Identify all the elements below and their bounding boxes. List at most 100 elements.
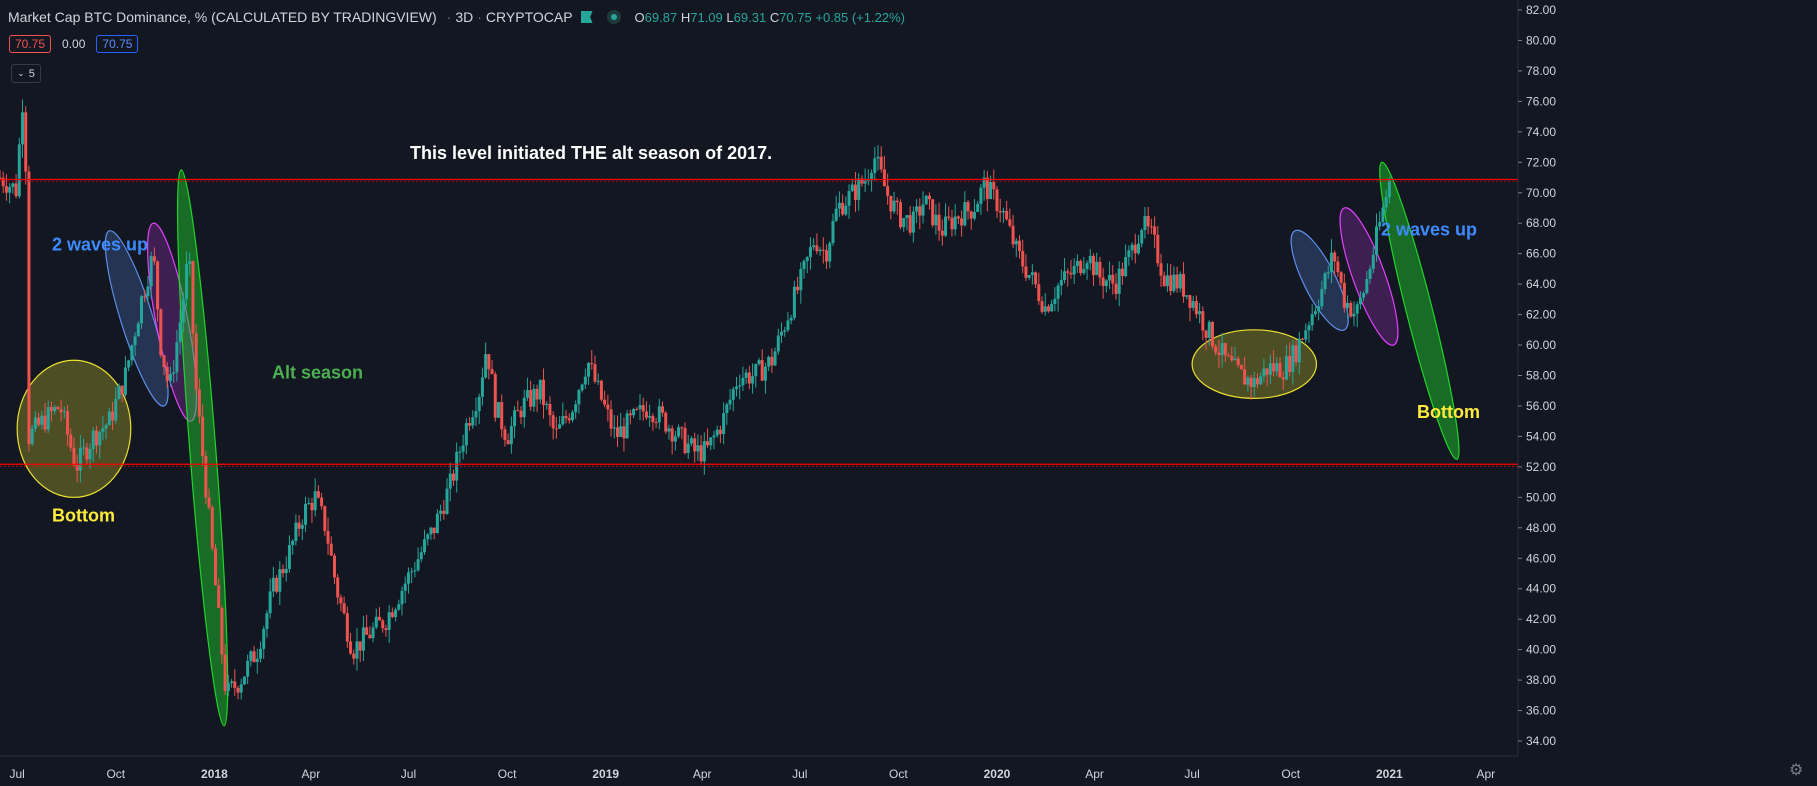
collapse-indicators-button[interactable]: ⌄ 5 — [11, 64, 41, 83]
candle-body — [24, 112, 28, 172]
candle-body — [175, 342, 179, 373]
candle-body — [1111, 274, 1115, 284]
candle-body — [1133, 244, 1137, 254]
candle-body — [924, 195, 928, 205]
candle-body — [387, 612, 391, 630]
candle-body — [114, 399, 118, 421]
candle-body — [731, 389, 735, 400]
candle-body — [1275, 363, 1279, 372]
candle-body — [1342, 282, 1346, 308]
candle-body — [1140, 230, 1144, 244]
candle-body — [593, 364, 597, 382]
candle-body — [529, 390, 533, 407]
candle-body — [1194, 301, 1198, 315]
candle-body — [927, 195, 931, 200]
candle-body — [728, 399, 732, 405]
symbol-title[interactable]: Market Cap BTC Dominance, % (CALCULATED … — [8, 9, 437, 25]
candle-body — [825, 250, 829, 262]
candle-body — [487, 354, 491, 370]
candle-body — [702, 441, 706, 462]
candle-body — [609, 409, 613, 429]
candle-body — [635, 409, 639, 411]
candle-body — [8, 187, 12, 193]
candle-body — [371, 627, 375, 639]
candle-body — [908, 215, 912, 233]
candle-body — [1053, 298, 1057, 304]
gear-icon[interactable]: ⚙ — [1789, 762, 1804, 779]
candle-body — [490, 369, 494, 375]
candle-body — [664, 412, 668, 432]
y-tick-label: 72.00 — [1526, 155, 1556, 169]
candle-body — [1027, 275, 1031, 278]
candle-body — [133, 336, 137, 346]
candle-body — [1317, 306, 1321, 312]
candle-body — [310, 502, 314, 511]
candle-body — [75, 465, 79, 471]
candle-body — [847, 191, 851, 206]
value-plain: 0.00 — [62, 37, 86, 51]
candle-body — [78, 447, 82, 471]
annotation-text: Bottom — [1417, 402, 1480, 422]
candle-body — [278, 569, 282, 592]
candle-body — [259, 648, 263, 659]
wave-blue-ellipse — [1290, 229, 1349, 331]
candle-body — [204, 456, 208, 498]
candle-body — [866, 179, 870, 181]
y-tick-label: 42.00 — [1526, 612, 1556, 626]
candle-body — [342, 603, 346, 614]
candle-body — [561, 416, 565, 425]
candle-body — [734, 386, 738, 390]
candle-body — [291, 540, 295, 546]
candle-body — [1182, 273, 1186, 297]
candle-body — [641, 405, 645, 412]
candle-body — [1098, 261, 1102, 278]
flag-icon[interactable] — [580, 11, 593, 23]
candle-body — [365, 627, 369, 635]
candle-body — [413, 570, 417, 572]
candle-body — [194, 333, 198, 390]
candle-body — [1374, 226, 1378, 255]
candle-body — [1294, 345, 1298, 363]
candle-body — [972, 211, 976, 219]
candle-body — [445, 488, 449, 514]
candle-body — [940, 230, 944, 236]
candle-body — [368, 634, 372, 639]
candle-body — [950, 217, 954, 230]
candle-body — [921, 204, 925, 216]
candle-body — [960, 218, 964, 226]
candle-body — [33, 417, 37, 429]
candle-body — [1265, 368, 1269, 375]
interval-label[interactable]: 3D — [455, 9, 474, 25]
candle-body — [442, 510, 446, 514]
y-tick-label: 52.00 — [1526, 460, 1556, 474]
wave-blue-ellipse — [104, 230, 169, 407]
candle-body — [120, 385, 124, 395]
candle-body — [979, 187, 983, 204]
candle-body — [1358, 297, 1362, 305]
candle-body — [564, 416, 568, 419]
candle-body — [1169, 275, 1173, 292]
candle-body — [873, 158, 877, 173]
candle-body — [992, 181, 996, 190]
candle-body — [49, 407, 53, 412]
candle-body — [1288, 356, 1292, 372]
candle-body — [1333, 252, 1337, 262]
y-tick-label: 46.00 — [1526, 551, 1556, 565]
candle-body — [1252, 378, 1256, 387]
candle-body — [619, 426, 623, 437]
candle-body — [500, 402, 504, 430]
candle-body — [458, 451, 462, 453]
annotation-text: Bottom — [52, 506, 115, 526]
candle-body — [1085, 263, 1089, 270]
source-label[interactable]: CRYPTOCAP — [485, 9, 573, 25]
candle-body — [519, 410, 523, 418]
candle-body — [435, 513, 439, 534]
candle-body — [1188, 295, 1192, 308]
candle-body — [1243, 369, 1247, 385]
candle-body — [654, 422, 658, 424]
candle-body — [1172, 274, 1176, 292]
candle-body — [606, 404, 610, 410]
candle-body — [1323, 273, 1327, 290]
candle-body — [432, 527, 436, 534]
